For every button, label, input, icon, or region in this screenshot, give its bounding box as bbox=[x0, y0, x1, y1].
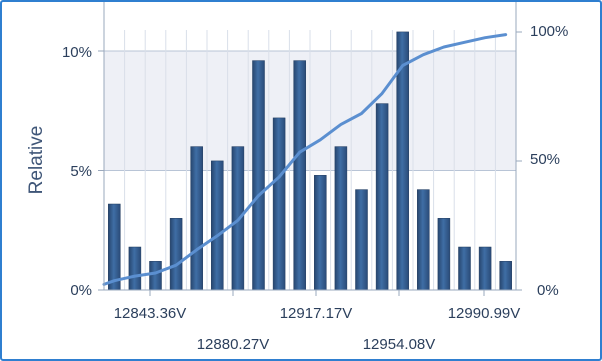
grid-layer bbox=[103, 30, 517, 291]
bar-layer bbox=[108, 31, 512, 291]
bar bbox=[272, 117, 286, 291]
axis-layer bbox=[98, 2, 522, 296]
x-tick-label: 12917.17V bbox=[280, 305, 353, 322]
y-tick-label: 5% bbox=[70, 163, 92, 180]
bar bbox=[334, 146, 348, 291]
bar bbox=[314, 175, 327, 291]
bar bbox=[458, 246, 471, 291]
y2-tick-label: 0% bbox=[537, 282, 559, 299]
cumulative-line bbox=[102, 33, 508, 286]
y2-tick-label: 100% bbox=[530, 23, 568, 40]
line-layer bbox=[102, 33, 508, 286]
y-tick-label: 10% bbox=[62, 44, 92, 61]
bar bbox=[499, 261, 512, 291]
x-tick-label: 12954.08V bbox=[363, 336, 436, 353]
x-tick-label: 12880.27V bbox=[197, 336, 270, 353]
bar bbox=[478, 246, 492, 291]
bar bbox=[355, 189, 368, 291]
bar bbox=[375, 103, 389, 291]
y-tick-label: 0% bbox=[70, 282, 92, 299]
x-tick-label: 12990.99V bbox=[448, 305, 521, 322]
bar bbox=[437, 218, 451, 291]
bar bbox=[169, 218, 183, 291]
bar bbox=[128, 246, 142, 291]
y-axis-label: Relative bbox=[26, 126, 47, 195]
bar bbox=[211, 160, 224, 291]
y2-tick-label: 50% bbox=[530, 151, 560, 168]
bar bbox=[417, 189, 430, 291]
x-tick-label: 12843.36V bbox=[114, 305, 187, 322]
bar bbox=[108, 203, 121, 291]
bar bbox=[190, 146, 203, 291]
bar bbox=[252, 60, 265, 291]
bar bbox=[293, 60, 306, 291]
bar bbox=[149, 261, 162, 291]
